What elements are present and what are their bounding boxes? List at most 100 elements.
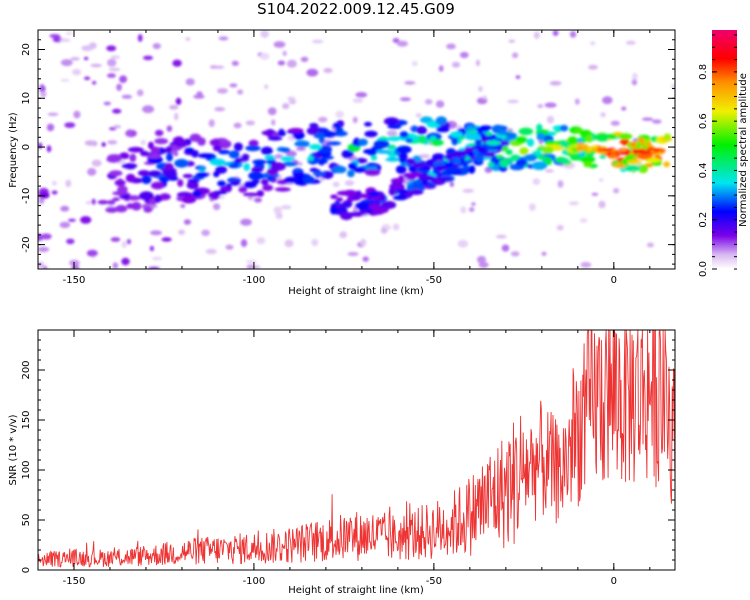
y-tick-label: 0 (21, 144, 32, 150)
heatmap-cell (422, 165, 432, 172)
heatmap-cell (307, 156, 314, 161)
heatmap-cell (51, 180, 57, 186)
heatmap-cell (113, 124, 122, 129)
heatmap-cell (375, 149, 392, 154)
heatmap-cell (459, 51, 469, 59)
heatmap-cell (136, 89, 144, 97)
heatmap-cell (154, 129, 164, 137)
heatmap-cell (537, 104, 544, 109)
heatmap-cell (347, 252, 359, 256)
x-tick-label: 0 (611, 275, 617, 286)
heatmap-cell (68, 218, 76, 222)
colorbar-label: Normalized spectral amplitude (738, 73, 749, 227)
heatmap-cell (288, 127, 304, 134)
heatmap-cell (260, 30, 270, 38)
heatmap-cell (107, 58, 117, 67)
heatmap-cell (353, 166, 367, 173)
heatmap-cell (97, 200, 109, 205)
heatmap-cell (201, 229, 210, 236)
heatmap-cell (147, 141, 154, 150)
heatmap-cell (90, 63, 102, 68)
heatmap-cell (388, 119, 396, 126)
heatmap-cell (243, 181, 257, 189)
heatmap-cell (91, 159, 102, 167)
heatmap-cell (154, 194, 161, 203)
colorbar-tick-label: 0.0 (698, 261, 709, 277)
heatmap-cell (261, 130, 274, 136)
heatmap-cell (580, 155, 596, 164)
heatmap-cell (385, 157, 401, 162)
heatmap-cell (336, 197, 344, 202)
heatmap-cell (143, 206, 153, 213)
heatmap-cell (387, 135, 402, 142)
heatmap-cell (511, 52, 519, 59)
heatmap-cell (434, 164, 448, 171)
heatmap-cell (229, 83, 238, 88)
heatmap-cell (595, 132, 610, 142)
heatmap-cell (392, 38, 400, 43)
heatmap-cell (197, 153, 214, 159)
heatmap-cell (270, 162, 286, 171)
heatmap-cell (476, 255, 487, 264)
heatmap-cell (41, 233, 52, 240)
heatmap-cell (281, 147, 291, 153)
heatmap-cell (478, 261, 489, 268)
heatmap-cell (519, 147, 529, 156)
heatmap-cell (121, 240, 127, 249)
heatmap-cell (80, 216, 92, 224)
heatmap-cell (154, 138, 169, 145)
heatmap-cell (86, 249, 98, 257)
snr-x-axis-label: Height of straight line (km) (288, 585, 424, 596)
heatmap-cell (403, 172, 414, 179)
heatmap-cell (526, 138, 535, 147)
heatmap-cell (256, 190, 265, 197)
heatmap-cell (348, 162, 357, 170)
heatmap-cell (404, 81, 416, 85)
heatmap-cell (38, 233, 44, 241)
heatmap-cell (38, 142, 43, 149)
heatmap-cell (60, 59, 73, 67)
heatmap-cell (364, 169, 381, 176)
heatmap-cell (439, 176, 454, 182)
heatmap-cell (630, 141, 637, 148)
heatmap-cell (569, 31, 577, 38)
heatmap-cell (140, 139, 146, 146)
heatmap-cell (109, 170, 123, 177)
heatmap-cell (602, 96, 613, 105)
heatmap-cell (218, 36, 229, 41)
heatmap-cell (583, 161, 593, 168)
heatmap-cell (399, 157, 408, 164)
heatmap-cell (409, 189, 424, 196)
heatmap-cell (182, 173, 193, 179)
heatmap-cell (574, 98, 580, 105)
heatmap-cell (311, 39, 324, 44)
heatmap-cell (306, 127, 319, 135)
heatmap-cell (671, 84, 675, 89)
heatmap-cell (349, 211, 365, 217)
heatmap-cell (399, 97, 411, 102)
heatmap-cell (398, 193, 407, 199)
heatmap-cell (312, 171, 326, 176)
heatmap-cell (418, 174, 434, 180)
heatmap-cell (587, 147, 592, 151)
heatmap-cell (172, 59, 182, 67)
heatmap-cell (152, 43, 161, 50)
heatmap-cell (552, 30, 559, 36)
heatmap-cell (368, 192, 380, 197)
heatmap-cell (106, 155, 122, 163)
heatmap-cell (107, 140, 118, 145)
heatmap-cell (165, 146, 173, 154)
heatmap-cell (139, 191, 154, 201)
heatmap-cell (73, 110, 81, 119)
heatmap-cell (184, 147, 195, 153)
heatmap-cell (183, 219, 191, 225)
heatmap-cell (148, 266, 160, 269)
heatmap-cell (235, 157, 249, 162)
heatmap-cell (569, 152, 581, 161)
heatmap-cell (146, 154, 162, 159)
heatmap-cell (215, 165, 228, 174)
heatmap-cell (112, 197, 120, 202)
heatmap-cell (475, 154, 484, 163)
heatmap-cell (254, 197, 262, 203)
